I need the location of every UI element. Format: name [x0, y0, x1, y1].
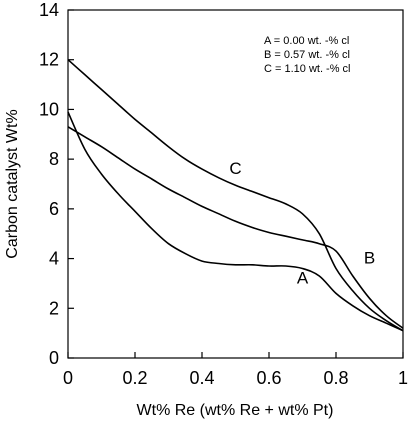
- x-tick-label-2: 0.4: [189, 368, 214, 388]
- legend-entry-c: C = 1.10 wt. -% cl: [264, 63, 351, 75]
- y-tick-label-2: 4: [49, 249, 59, 269]
- y-tick-label-3: 6: [49, 199, 59, 219]
- x-tick-label-3: 0.6: [256, 368, 281, 388]
- y-tick-label-1: 2: [49, 298, 59, 318]
- series-label-a: A: [297, 268, 309, 287]
- x-tick-label-5: 1: [398, 368, 408, 388]
- series-line-b: [67, 126, 404, 329]
- legend-entry-a: A = 0.00 wt. -% cl: [264, 35, 349, 47]
- x-tick-label-1: 0.2: [122, 368, 147, 388]
- series-label-c: C: [229, 159, 241, 178]
- series-label-b: B: [364, 249, 375, 268]
- y-tick-label-6: 12: [39, 50, 59, 70]
- x-tick-label-0: 0: [63, 368, 73, 388]
- y-tick-label-0: 0: [49, 348, 59, 368]
- curves: [67, 59, 404, 332]
- x-axis-title: Wt% Re (wt% Re + wt% Pt): [137, 402, 334, 419]
- plot-frame: [67, 9, 404, 359]
- legend-entry-b: B = 0.57 wt. -% cl: [264, 49, 350, 61]
- y-axis-title: Carbon catalyst Wt%: [4, 109, 21, 258]
- series-line-a: [67, 111, 404, 332]
- y-tick-label-5: 10: [39, 99, 59, 119]
- series-line-c: [67, 59, 404, 332]
- y-tick-label-7: 14: [39, 0, 59, 20]
- curve-labels: A B C: [229, 159, 375, 287]
- y-tick-label-4: 8: [49, 149, 59, 169]
- legend: A = 0.00 wt. -% cl B = 0.57 wt. -% cl C …: [264, 35, 351, 75]
- x-tick-label-4: 0.8: [323, 368, 348, 388]
